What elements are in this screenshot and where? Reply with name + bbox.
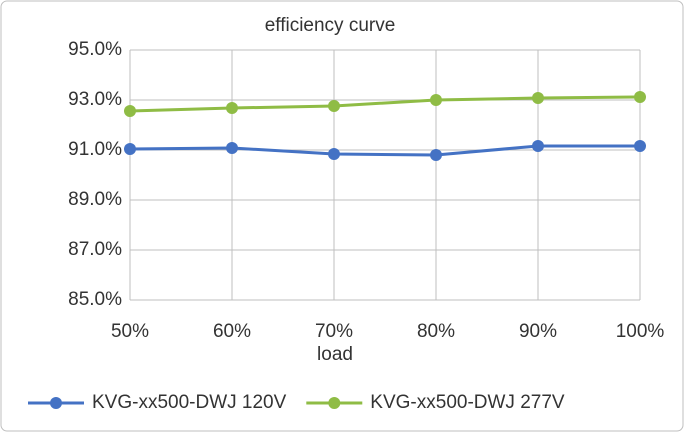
legend-marker — [50, 397, 62, 409]
data-point — [328, 148, 340, 160]
x-tick-label: 60% — [213, 321, 251, 342]
y-tick-label: 93.0% — [68, 89, 122, 110]
data-point — [328, 100, 340, 112]
x-tick-label: 50% — [111, 321, 149, 342]
y-tick-label: 91.0% — [68, 139, 122, 160]
data-point — [634, 91, 646, 103]
x-axis-label: load — [317, 344, 353, 365]
data-point — [532, 92, 544, 104]
x-tick-label: 90% — [519, 321, 557, 342]
x-tick-label: 100% — [616, 321, 665, 342]
legend-label: KVG-xx500-DWJ 120V — [92, 392, 287, 413]
legend-marker — [328, 397, 341, 409]
chart-title: efficiency curve — [265, 15, 396, 36]
y-tick-label: 89.0% — [68, 189, 122, 210]
series-line — [129, 95, 641, 113]
data-point — [226, 142, 238, 154]
data-point — [430, 149, 442, 161]
data-point — [430, 94, 442, 106]
data-point — [124, 143, 136, 155]
series-line — [129, 144, 640, 157]
x-tick-label: 80% — [417, 321, 455, 342]
data-point — [124, 105, 136, 117]
y-tick-label: 87.0% — [68, 239, 122, 260]
y-tick-label: 85.0% — [68, 289, 122, 310]
data-point — [634, 140, 646, 152]
x-tick-label: 70% — [315, 321, 353, 342]
y-tick-label: 95.0% — [68, 39, 122, 60]
legend-label: KVG-xx500-DWJ 277V — [370, 392, 565, 413]
data-point — [532, 140, 544, 152]
data-point — [226, 102, 238, 114]
